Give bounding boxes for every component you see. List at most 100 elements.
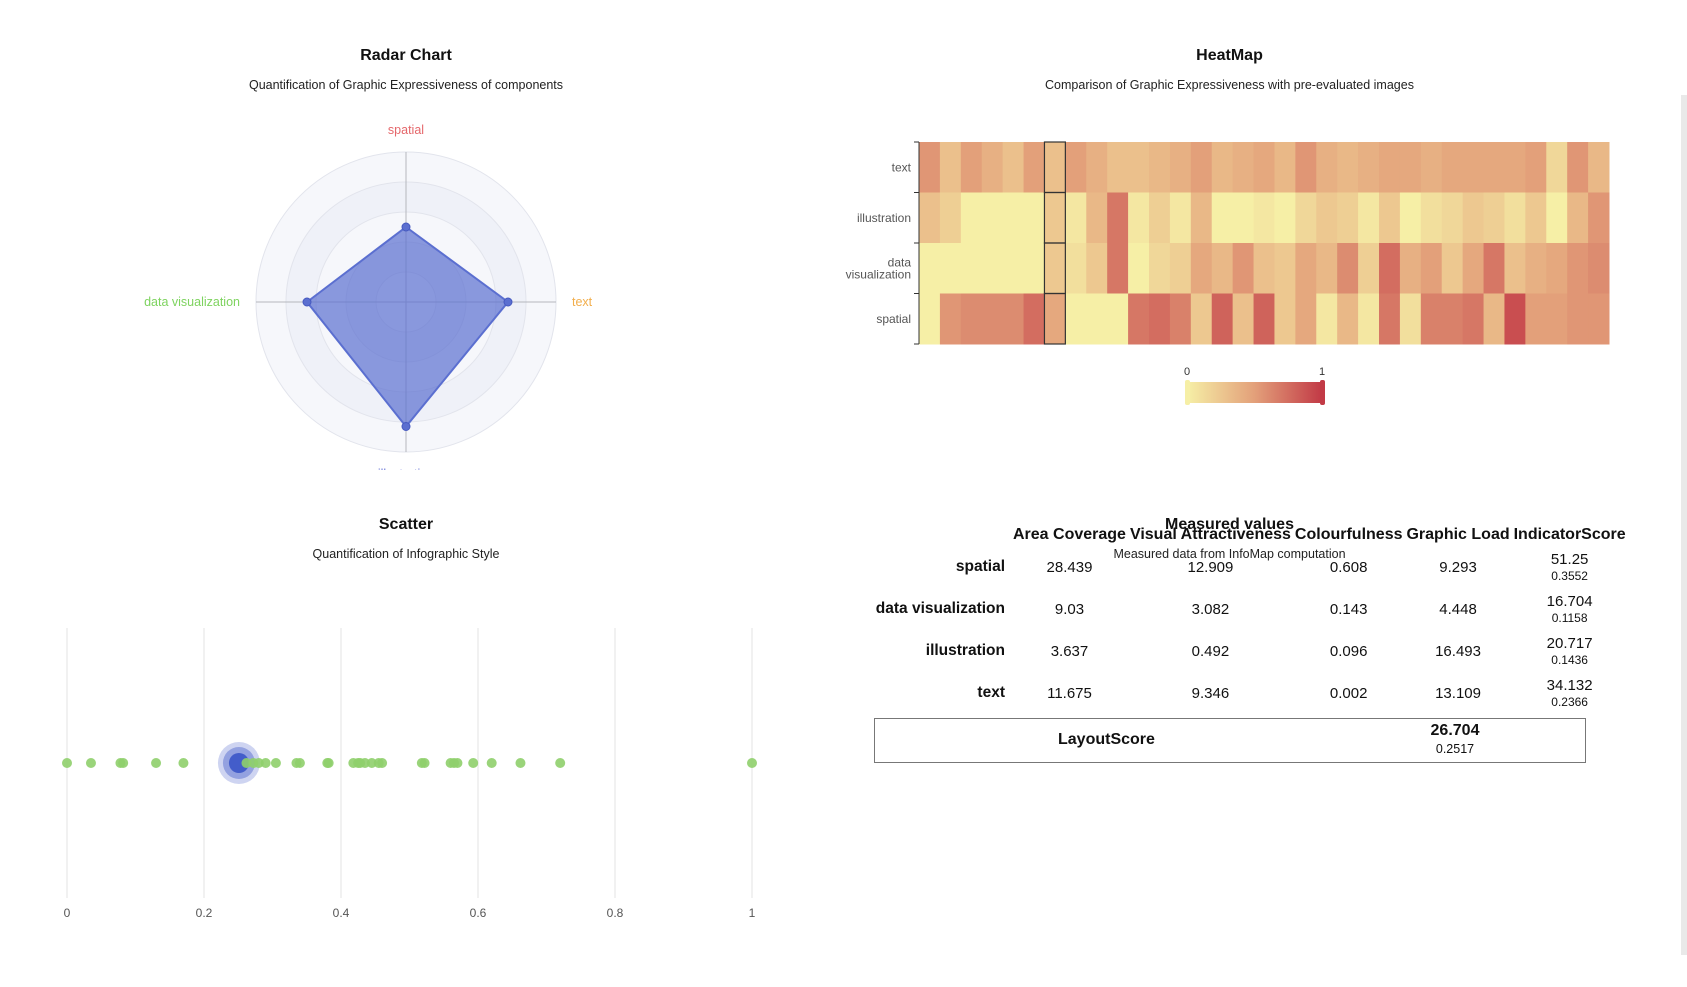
heatmap-cell[interactable] xyxy=(1086,293,1108,345)
page-scrollbar[interactable] xyxy=(1681,95,1687,955)
heatmap-cell[interactable] xyxy=(1065,293,1087,345)
heatmap-cell[interactable] xyxy=(1002,192,1025,244)
heatmap-cell[interactable] xyxy=(1253,192,1275,244)
heatmap-cell[interactable] xyxy=(1232,142,1255,193)
heatmap-cell[interactable] xyxy=(1149,192,1171,244)
heatmap-cell[interactable] xyxy=(1399,192,1422,244)
heatmap-cell[interactable] xyxy=(1379,293,1401,345)
heatmap-cell[interactable] xyxy=(981,293,1004,345)
heatmap-cell[interactable] xyxy=(1023,142,1045,193)
heatmap-cell[interactable] xyxy=(1044,243,1066,294)
radar-data-point[interactable] xyxy=(503,297,513,307)
heatmap-cell[interactable] xyxy=(1086,243,1108,294)
heatmap-cell[interactable] xyxy=(1358,142,1380,193)
heatmap-cell[interactable] xyxy=(1044,142,1066,193)
heatmap-cell[interactable] xyxy=(1023,192,1045,244)
heatmap-cell[interactable] xyxy=(1086,142,1108,193)
heatmap-cell[interactable] xyxy=(1295,293,1317,345)
heatmap-cell[interactable] xyxy=(1044,293,1066,345)
scatter-point[interactable] xyxy=(151,758,162,768)
heatmap-cell[interactable] xyxy=(939,293,962,345)
scatter-point[interactable] xyxy=(62,758,72,768)
heatmap-cell[interactable] xyxy=(1274,192,1296,244)
heatmap-cell[interactable] xyxy=(1149,293,1171,345)
heatmap-cell[interactable] xyxy=(1420,192,1443,244)
heatmap-cell[interactable] xyxy=(1274,293,1296,345)
heatmap-cell[interactable] xyxy=(1567,293,1589,345)
heatmap-cell[interactable] xyxy=(1211,192,1234,244)
heatmap-cell[interactable] xyxy=(981,192,1004,244)
heatmap-cell[interactable] xyxy=(1253,142,1275,193)
heatmap-cell[interactable] xyxy=(1399,293,1422,345)
scatter-point[interactable] xyxy=(555,758,566,768)
scatter-point[interactable] xyxy=(747,758,757,768)
heatmap-cell[interactable] xyxy=(1023,293,1045,345)
heatmap-cell[interactable] xyxy=(1588,293,1610,345)
heatmap-cell[interactable] xyxy=(1253,293,1275,345)
heatmap-cell[interactable] xyxy=(1190,192,1213,244)
heatmap-cell[interactable] xyxy=(1420,142,1443,193)
heatmap-cell[interactable] xyxy=(1107,243,1129,294)
heatmap-cell[interactable] xyxy=(1107,192,1129,244)
heatmap-cell[interactable] xyxy=(1295,142,1317,193)
heatmap-cell[interactable] xyxy=(1525,192,1547,244)
heatmap-cell[interactable] xyxy=(1190,142,1213,193)
heatmap-cell[interactable] xyxy=(1358,243,1380,294)
heatmap-cell[interactable] xyxy=(1441,293,1464,345)
heatmap-cell[interactable] xyxy=(1483,142,1505,193)
scatter-point[interactable] xyxy=(323,758,334,768)
heatmap-cell[interactable] xyxy=(1379,243,1401,294)
heatmap-cell[interactable] xyxy=(1525,142,1547,193)
heatmap-cell[interactable] xyxy=(1002,243,1025,294)
heatmap-cell[interactable] xyxy=(1107,142,1129,193)
heatmap-cell[interactable] xyxy=(1044,192,1066,244)
heatmap-cell[interactable] xyxy=(1399,142,1422,193)
heatmap-cell[interactable] xyxy=(1504,243,1526,294)
heatmap-cell[interactable] xyxy=(1107,293,1129,345)
heatmap-cell[interactable] xyxy=(1169,142,1192,193)
heatmap-cell[interactable] xyxy=(1483,293,1505,345)
heatmap-cell[interactable] xyxy=(1337,192,1359,244)
heatmap-cell[interactable] xyxy=(1149,142,1171,193)
scatter-point[interactable] xyxy=(85,758,96,768)
heatmap-cell[interactable] xyxy=(1441,192,1464,244)
heatmap-cell[interactable] xyxy=(1379,142,1401,193)
scatter-point[interactable] xyxy=(515,758,526,768)
heatmap-cell[interactable] xyxy=(1232,192,1255,244)
heatmap-cell[interactable] xyxy=(1316,192,1338,244)
heatmap-cell[interactable] xyxy=(1065,142,1087,193)
heatmap-cell[interactable] xyxy=(1462,243,1485,294)
heatmap-cell[interactable] xyxy=(1358,192,1380,244)
heatmap-cell[interactable] xyxy=(1588,192,1610,244)
heatmap-cell[interactable] xyxy=(1128,293,1150,345)
heatmap-cell[interactable] xyxy=(1358,293,1380,345)
heatmap-cell[interactable] xyxy=(919,293,941,345)
heatmap-cell[interactable] xyxy=(1002,142,1025,193)
scatter-point[interactable] xyxy=(270,758,281,768)
scatter-point[interactable] xyxy=(468,758,479,768)
heatmap-cell[interactable] xyxy=(1567,142,1589,193)
scatter-highlight-point[interactable] xyxy=(228,753,249,773)
heatmap-cell[interactable] xyxy=(960,142,983,193)
heatmap-legend-handle-min[interactable] xyxy=(1185,380,1190,405)
radar-data-point[interactable] xyxy=(401,222,411,232)
heatmap-cell[interactable] xyxy=(1211,142,1234,193)
heatmap-cell[interactable] xyxy=(1128,192,1150,244)
scatter-point[interactable] xyxy=(241,758,252,768)
scatter-point[interactable] xyxy=(118,758,129,768)
heatmap-cell[interactable] xyxy=(1316,142,1338,193)
heatmap-cell[interactable] xyxy=(1567,192,1589,244)
scatter-point[interactable] xyxy=(253,758,264,768)
heatmap-cell[interactable] xyxy=(1065,243,1087,294)
heatmap-cell[interactable] xyxy=(1462,142,1485,193)
heatmap-cell[interactable] xyxy=(1483,243,1505,294)
heatmap-cell[interactable] xyxy=(981,142,1004,193)
heatmap-cell[interactable] xyxy=(1546,293,1568,345)
heatmap-cell[interactable] xyxy=(1232,293,1255,345)
heatmap-cell[interactable] xyxy=(1337,142,1359,193)
scatter-point[interactable] xyxy=(452,758,463,768)
heatmap-cell[interactable] xyxy=(1316,293,1338,345)
heatmap-cell[interactable] xyxy=(1337,293,1359,345)
heatmap-cell[interactable] xyxy=(1169,192,1192,244)
heatmap-cell[interactable] xyxy=(1023,243,1045,294)
